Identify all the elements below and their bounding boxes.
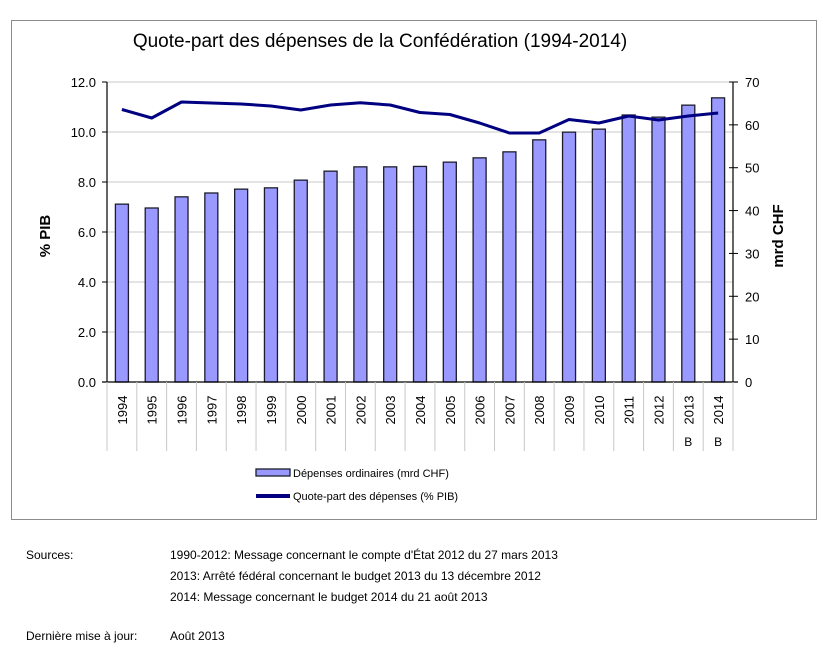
footer-notes: Sources: 1990-2012: Message concernant l… — [26, 545, 786, 645]
y-left-tick-label: 10.0 — [71, 125, 96, 140]
bar — [651, 116, 666, 383]
last-updated-value: Août 2013 — [170, 629, 225, 643]
y-right-tick-label: 40 — [745, 204, 759, 219]
bar — [293, 179, 308, 383]
bar — [412, 165, 428, 383]
y-right-tick-label: 50 — [745, 161, 759, 176]
y-left-tick-label: 4.0 — [78, 275, 96, 290]
sources-label: Sources: — [26, 548, 74, 562]
chart-frame — [11, 20, 817, 520]
bar — [442, 161, 457, 383]
category-axis-table: 1994 1995 1996 1997 1998 1999 2000 2001 2002 2003… — [106, 382, 734, 451]
bar — [114, 203, 130, 383]
x-category-note: B — [714, 435, 722, 449]
bar — [502, 151, 517, 383]
legend-label-line: Quote-part des dépenses (% PIB) — [293, 491, 458, 503]
bar — [561, 131, 577, 383]
x-tick-label: 2010 — [592, 396, 607, 425]
source-line: 2014: Message concernant le budget 2014 … — [170, 590, 488, 604]
source-line: 2013: Arrêté fédéral concernant le budge… — [170, 569, 541, 583]
chart-title: Quote-part des dépenses de la Confédérat… — [133, 31, 627, 52]
bar — [532, 139, 547, 383]
x-category-note: B — [684, 435, 692, 449]
y-right-axis-label: mrd CHF — [770, 204, 787, 267]
bar — [353, 166, 368, 383]
x-tick-label: 2002 — [353, 396, 368, 425]
x-tick-label: 2005 — [443, 396, 458, 425]
x-tick-label: 2008 — [532, 396, 547, 425]
y-left-tick-label: 6.0 — [78, 225, 96, 240]
x-tick-label: 2013 — [681, 396, 696, 425]
x-tick-label: 1998 — [234, 396, 249, 425]
y-left-tick-label: 0.0 — [78, 375, 96, 390]
bar — [710, 97, 726, 383]
bar — [144, 207, 159, 383]
y-left-tick-label: 8.0 — [78, 175, 96, 190]
x-tick-label: 1995 — [145, 396, 160, 425]
x-tick-label: 2011 — [622, 396, 637, 424]
bar — [174, 196, 189, 383]
x-tick-label: 2012 — [651, 396, 666, 425]
y-right-tick-label: 60 — [745, 118, 759, 133]
x-tick-label: 2009 — [562, 396, 577, 425]
y-left-tick-label: 12.0 — [71, 75, 96, 90]
x-tick-label: 2014 — [711, 396, 726, 425]
legend: Dépenses ordinaires (mrd CHF) Quote-part… — [255, 468, 458, 503]
bar — [263, 187, 279, 383]
source-line: 1990-2012: Message concernant le compte … — [170, 548, 558, 562]
x-tick-label: 1999 — [264, 396, 279, 425]
y-right-tick-label: 10 — [745, 332, 759, 347]
x-tick-label: 2001 — [324, 396, 339, 425]
y-right-tick-label: 70 — [745, 75, 759, 90]
bar-series — [114, 97, 726, 383]
last-updated-label: Dernière mise à jour: — [26, 629, 138, 643]
x-tick-label: 2004 — [413, 396, 428, 425]
bar — [621, 114, 636, 383]
bar — [383, 166, 398, 383]
axes: 0.0 2.0 4.0 6.0 8.0 10.0 12.0 0 10 20 30 40 50 60 70 — [71, 75, 760, 390]
y-right-tick-label: 20 — [745, 289, 759, 304]
y-right-tick-label: 0 — [745, 375, 752, 390]
x-tick-label: 1997 — [204, 396, 219, 425]
legend-label-bars: Dépenses ordinaires (mrd CHF) — [293, 468, 449, 480]
bar — [233, 188, 249, 383]
y-left-tick-label: 2.0 — [78, 325, 96, 340]
x-tick-label: 2007 — [502, 396, 517, 425]
bar — [472, 157, 487, 383]
legend-swatch-bars — [255, 468, 291, 477]
bar — [323, 170, 338, 383]
x-tick-label: 2003 — [383, 396, 398, 425]
bar — [681, 104, 696, 383]
x-tick-label: 2006 — [473, 396, 488, 425]
x-tick-label: 1994 — [115, 396, 130, 425]
x-tick-label: 1996 — [175, 396, 190, 425]
y-right-tick-label: 30 — [745, 246, 759, 261]
line-series — [121, 100, 719, 135]
bar — [591, 128, 607, 383]
bar — [204, 192, 219, 383]
x-tick-label: 2000 — [294, 396, 309, 425]
y-left-axis-label: % PIB — [37, 215, 54, 258]
